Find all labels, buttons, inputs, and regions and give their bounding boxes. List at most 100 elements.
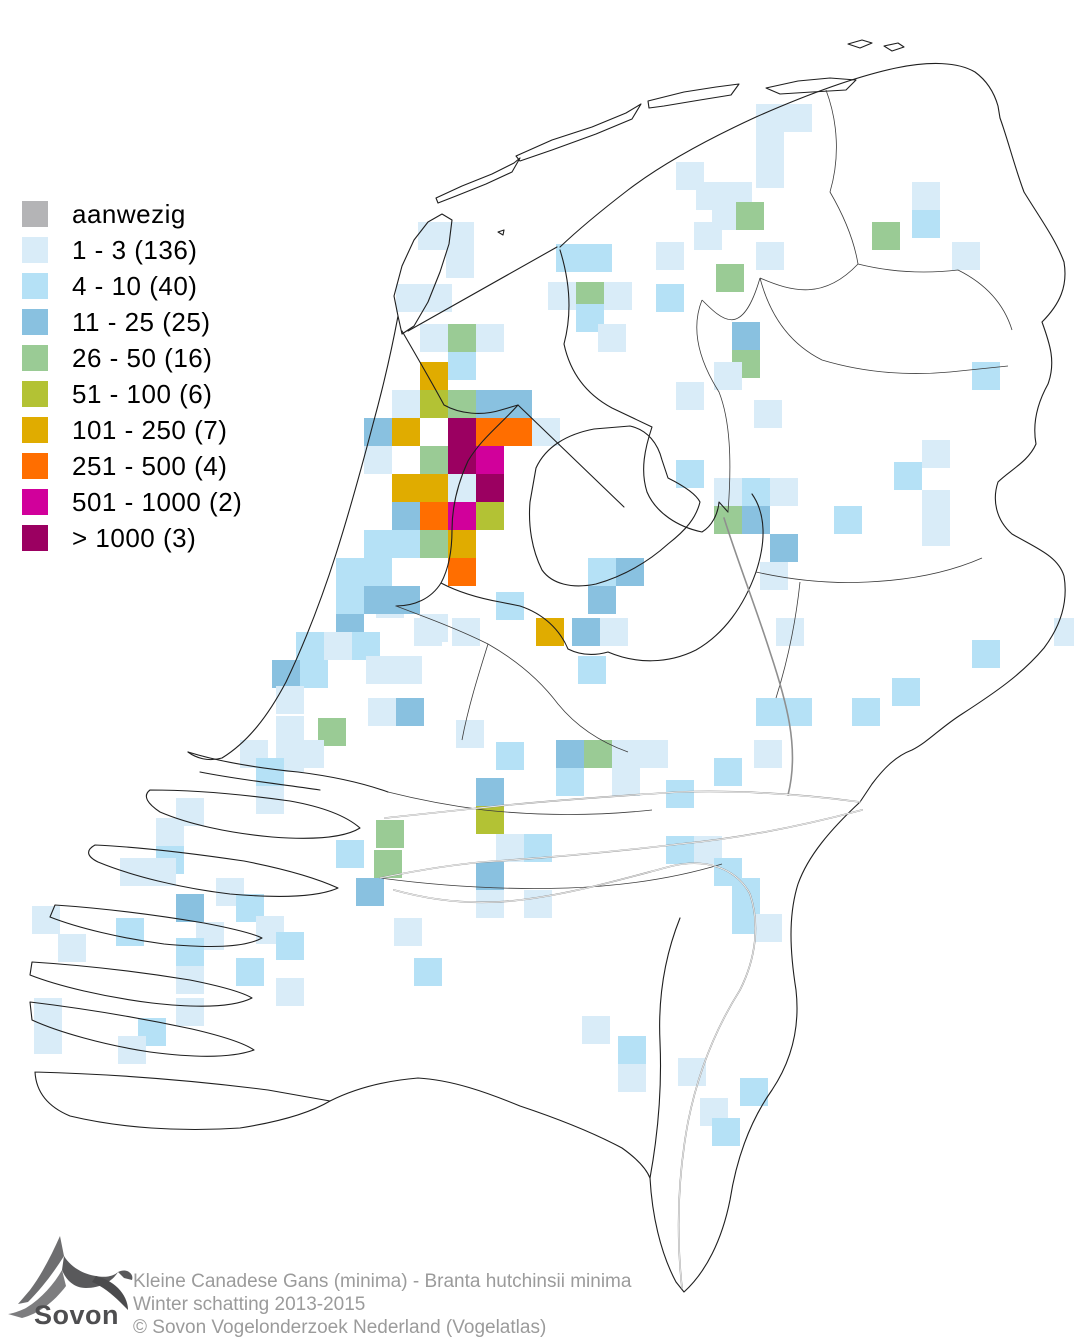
legend-swatch-icon [22, 489, 48, 515]
grid-cell [756, 132, 784, 160]
grid-cell [584, 244, 612, 272]
grid-cell [556, 244, 584, 272]
grid-cell [420, 530, 448, 558]
flevoland [529, 425, 701, 587]
grid-cell [656, 284, 684, 312]
grid-cell [834, 506, 862, 534]
grid-cell [420, 324, 448, 352]
grid-cell [336, 586, 364, 614]
legend-label: 1 - 3 (136) [72, 234, 198, 265]
grid-cell [740, 1078, 768, 1106]
grid-cell [176, 894, 204, 922]
grid-cell [736, 202, 764, 230]
grid-cell [176, 998, 204, 1026]
grid-cell [756, 104, 784, 132]
legend-item-c5: 51 - 100 (6) [22, 376, 242, 412]
grid-cell [676, 460, 704, 488]
border-overijssel-gelderland [755, 557, 983, 699]
grid-cell [392, 418, 420, 446]
grid-cell [732, 322, 760, 350]
island-terschelling [515, 103, 642, 162]
grid-cell [912, 182, 940, 210]
grid-cell [588, 586, 616, 614]
grid-cell [714, 478, 742, 506]
island-beveland-walcheren [29, 961, 255, 1057]
border-utrecht [395, 605, 629, 753]
island-texel [393, 213, 453, 335]
grid-cell [276, 932, 304, 960]
grid-cell [176, 938, 204, 966]
limburg [649, 801, 861, 1293]
grid-cell [396, 284, 424, 312]
legend-swatch-icon [22, 273, 48, 299]
grid-cell [448, 390, 476, 418]
legend-label: 26 - 50 (16) [72, 342, 213, 373]
grid-cell [396, 698, 424, 726]
island-ameland [647, 83, 740, 109]
german-border-east [859, 117, 1066, 803]
legend-swatch-icon [22, 417, 48, 443]
grid-cell [148, 858, 176, 886]
grid-cell [872, 222, 900, 250]
grid-cell [784, 104, 812, 132]
grid-cell [394, 918, 422, 946]
grid-cell [756, 698, 784, 726]
grid-cell [922, 440, 950, 468]
grid-cell [922, 490, 950, 518]
caption-species: Kleine Canadese Gans (minima) - Branta h… [133, 1271, 632, 1292]
grid-cell [364, 530, 392, 558]
grid-cell [336, 840, 364, 868]
grid-cell [548, 282, 576, 310]
legend-swatch-icon [22, 237, 48, 263]
limburg-west-edge [649, 917, 681, 1179]
grid-cell [656, 242, 684, 270]
grid-cell [118, 1036, 146, 1064]
grid-cell [618, 1036, 646, 1064]
border-zuid-holland-brabant [387, 791, 653, 815]
grid-cell [364, 558, 392, 586]
grid-cell [754, 740, 782, 768]
grid-cell [922, 518, 950, 546]
grid-cell [448, 418, 476, 446]
legend-item-c8: 501 - 1000 (2) [22, 484, 242, 520]
grid-cell [588, 558, 616, 586]
legend-label: aanwezig [72, 198, 186, 229]
legend-label: 4 - 10 (40) [72, 270, 198, 301]
grid-cell [912, 210, 940, 238]
legend-item-c7: 251 - 500 (4) [22, 448, 242, 484]
island-rottum [847, 39, 905, 52]
sovon-logo-bird-icon [8, 1236, 133, 1318]
grid-cell [456, 720, 484, 748]
grid-cell [448, 324, 476, 352]
legend-label: 501 - 1000 (2) [72, 486, 243, 517]
grid-cell [392, 530, 420, 558]
map-outline-layer [29, 39, 1066, 1293]
grid-cell [392, 390, 420, 418]
mainland-north-coast [559, 62, 1001, 248]
grid-cell [366, 656, 394, 684]
grid-cell [324, 632, 352, 660]
grid-cells-layer [32, 104, 1074, 1146]
grid-cell [770, 534, 798, 562]
grid-cell [34, 1026, 62, 1054]
legend: aanwezig 1 - 3 (136) 4 - 10 (40) 11 - 25 (2… [22, 196, 242, 556]
sovon-logo-text: Sovon [34, 1300, 120, 1330]
grid-cell [448, 474, 476, 502]
river-waal [379, 809, 863, 879]
grid-cell [374, 850, 402, 878]
border-drenthe-overijssel [759, 277, 1009, 374]
legend-swatch-icon [22, 309, 48, 335]
grid-cell [894, 462, 922, 490]
island-goeree [88, 844, 339, 898]
legend-item-c2: 4 - 10 (40) [22, 268, 242, 304]
zeeuws-vlaanderen [34, 1071, 331, 1131]
legend-label: 11 - 25 (25) [72, 306, 211, 337]
grid-cell [714, 758, 742, 786]
grid-cell [584, 740, 612, 768]
grid-cell [496, 834, 524, 862]
grid-cell [754, 914, 782, 942]
grid-cell [476, 502, 504, 530]
legend-swatch-icon [22, 525, 48, 551]
